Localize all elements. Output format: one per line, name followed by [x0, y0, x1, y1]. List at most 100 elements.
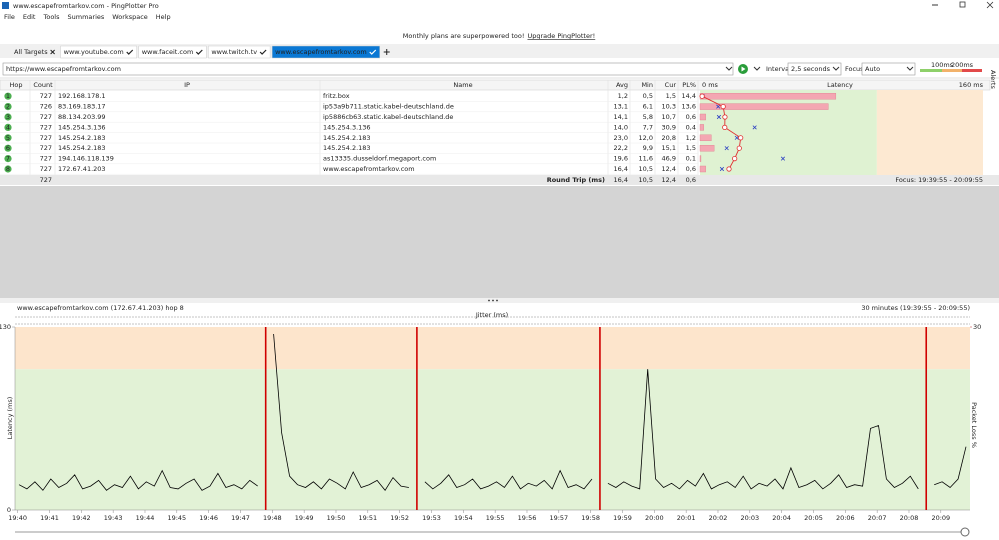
hop-name: ip5886cb63.static.kabel-deutschland.de	[323, 113, 453, 121]
hop-number: 1	[6, 92, 10, 100]
avg-latency	[722, 114, 728, 120]
hop-avg: 14,1	[614, 113, 628, 121]
warn-zone	[15, 327, 970, 370]
threshold-bar	[962, 69, 982, 72]
avg-latency	[738, 135, 744, 141]
hop-number: 4	[6, 123, 10, 131]
packet-loss-bar	[699, 155, 702, 162]
hop-count: 727	[40, 165, 52, 173]
menu-item[interactable]: Edit	[23, 13, 36, 21]
check-icon	[259, 49, 267, 55]
target-tab[interactable]	[60, 45, 137, 59]
packet-loss-bar	[699, 124, 704, 131]
column-header[interactable]: Cur	[665, 81, 677, 89]
target-tab[interactable]	[208, 45, 271, 59]
menu-item[interactable]: File	[4, 13, 15, 21]
interval-select[interactable]	[787, 62, 842, 76]
close-icon	[50, 49, 55, 55]
x-tick-label: 19:41	[40, 514, 59, 522]
hop-pl: 1,5	[686, 144, 696, 152]
restore[interactable]	[959, 1, 966, 8]
x-tick-label: 19:50	[327, 514, 346, 522]
hop-count: 726	[40, 103, 52, 111]
menu-item[interactable]: Help	[156, 13, 171, 21]
column-header[interactable]: Name	[453, 81, 472, 89]
summary-avg: 16,4	[614, 176, 628, 184]
current-latency	[716, 104, 721, 109]
target-tab[interactable]	[271, 45, 380, 59]
add-tab[interactable]	[383, 49, 390, 55]
hop-name: as13335.dusseldorf.megaport.com	[323, 155, 436, 163]
hop-avg: 22,2	[614, 144, 628, 152]
summary-label: Round Trip (ms)	[547, 176, 605, 184]
target-tab-label: www.twitch.tv	[211, 48, 257, 56]
close[interactable]	[986, 1, 994, 9]
focus-label: Focus	[845, 65, 864, 73]
hop-number: 5	[6, 134, 10, 142]
threshold-bar	[920, 69, 942, 72]
column-header[interactable]: PL%	[682, 81, 696, 89]
hop-badge	[4, 155, 12, 163]
column-header[interactable]: Latency	[827, 81, 853, 89]
empty-area	[0, 186, 999, 298]
latency-scale-min: 0 ms	[702, 81, 719, 89]
menu-item[interactable]: Tools	[42, 13, 60, 21]
divider	[0, 77, 999, 79]
column-header[interactable]: Count	[33, 81, 53, 89]
target-tab-label: www.faceit.com	[142, 48, 194, 56]
hop-min: 10,5	[639, 165, 653, 173]
hop-pl: 1,2	[686, 134, 696, 142]
current-latency	[734, 135, 739, 140]
packet-loss-bar	[699, 103, 829, 110]
packet-loss-bar	[699, 113, 706, 121]
x-tick-label: 20:05	[804, 514, 823, 522]
avg-latency	[736, 145, 742, 151]
target-tab[interactable]	[138, 45, 207, 59]
column-header[interactable]: Avg	[616, 81, 628, 89]
x-tick-label: 20:01	[677, 514, 696, 522]
current-latency	[752, 125, 757, 130]
avg-latency	[732, 156, 738, 162]
menu-item[interactable]: Workspace	[112, 13, 148, 21]
target-tab-label: www.youtube.com	[64, 48, 124, 56]
url-box[interactable]	[2, 62, 734, 76]
hop-ip: 145.254.2.183	[58, 144, 106, 152]
x-tick-label: 19:53	[422, 514, 441, 522]
hop-badge	[4, 103, 12, 111]
x-tick-label: 19:58	[581, 514, 600, 522]
avg-latency	[720, 104, 726, 110]
threshold-label: 200ms	[951, 61, 974, 69]
x-tick-label: 20:03	[740, 514, 759, 522]
time-slider-handle[interactable]	[960, 527, 970, 537]
hop-number: 6	[6, 144, 10, 152]
column-header[interactable]: IP	[184, 81, 190, 89]
hop-cur: 46,9	[662, 155, 676, 163]
hop-name: 145.254.2.183	[323, 134, 371, 142]
avg-latency	[699, 93, 705, 99]
y2-tick-label: 30	[973, 323, 981, 331]
column-header[interactable]: Min	[641, 81, 653, 89]
latency-line	[18, 333, 967, 491]
hop-number: 2	[6, 103, 10, 111]
alerts-tab[interactable]: Alerts	[989, 70, 997, 89]
hop-min: 12,0	[639, 134, 653, 142]
hop-pl: 13,6	[682, 103, 696, 111]
hop-ip: 192.168.178.1	[58, 92, 106, 100]
packet-loss-bar	[699, 144, 715, 152]
x-tick-label: 19:56	[518, 514, 537, 522]
hop-count: 727	[40, 113, 52, 121]
x-tick-label: 19:48	[263, 514, 282, 522]
y-tick-label: 130	[0, 323, 11, 331]
upgrade-link[interactable]: Upgrade PingPlotter!	[527, 32, 595, 40]
graph-range: 30 minutes (19:39:55 - 20:09:55)	[861, 304, 970, 312]
focus-value: Auto	[865, 65, 880, 73]
all-targets-tab[interactable]: All Targets	[14, 48, 48, 56]
x-tick-label: 20:00	[645, 514, 664, 522]
splitter[interactable]	[0, 298, 999, 303]
hop-cur: 15,1	[662, 144, 676, 152]
menu-item[interactable]: Summaries	[68, 13, 105, 21]
y-axis-label: Latency (ms)	[6, 397, 14, 440]
column-header[interactable]: Hop	[10, 81, 23, 89]
focus-select[interactable]	[861, 62, 916, 76]
